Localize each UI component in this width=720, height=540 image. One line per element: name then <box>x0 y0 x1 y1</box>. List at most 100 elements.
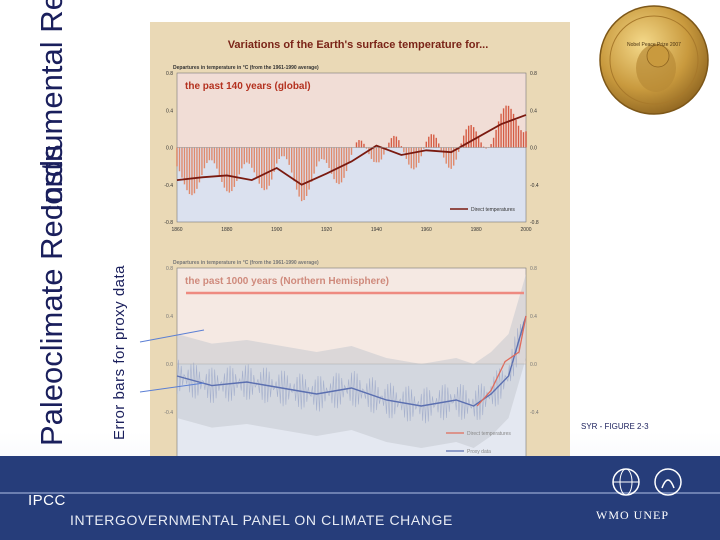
y-tick-label: 0.0 <box>530 362 537 368</box>
chart-warm-zone <box>177 73 526 148</box>
temperature-bar <box>191 147 193 196</box>
temperature-bar <box>465 129 467 148</box>
temperature-bar <box>415 147 418 168</box>
x-tick-label: 1960 <box>421 227 432 233</box>
temperature-bar <box>395 136 398 148</box>
temperature-bar <box>440 147 442 151</box>
temperature-bar <box>482 146 485 148</box>
temperature-bar <box>525 131 527 148</box>
temperature-bar <box>298 147 300 197</box>
x-tick-label: 1880 <box>221 227 232 233</box>
chart-title: the past 140 years (global) <box>185 81 311 92</box>
proxy-annual-line <box>176 319 527 424</box>
temperature-bar <box>343 147 345 178</box>
temperature-bar <box>448 147 450 168</box>
y-tick-label: 0.8 <box>530 71 537 77</box>
temperature-bar <box>515 119 517 148</box>
direct-temperature-line <box>476 315 527 407</box>
temperature-bar <box>330 147 333 174</box>
y-tick-label: -0.8 <box>530 220 539 226</box>
temperature-bar <box>430 134 432 148</box>
temperature-bar <box>251 147 253 168</box>
temperature-bar <box>238 147 241 175</box>
temperature-bar <box>413 147 415 170</box>
temperature-bar <box>293 147 295 182</box>
temperature-bar <box>393 135 395 148</box>
error-bar-pointer <box>139 329 205 343</box>
y-tick-label: -0.4 <box>164 183 173 189</box>
figure-title: Variations of the Earth's surface temper… <box>228 39 489 51</box>
x-tick-label: 1900 <box>271 227 282 233</box>
legend-label-direct: Direct temperatures <box>467 431 511 437</box>
temperature-bar <box>258 147 260 184</box>
temperature-bar <box>365 147 368 149</box>
temperature-bar <box>492 137 495 148</box>
temperature-bar <box>333 147 335 180</box>
temperature-bar <box>510 108 512 148</box>
temperature-bar <box>390 138 393 148</box>
temperature-bar <box>398 140 400 148</box>
temperature-bar <box>221 147 223 182</box>
temperature-bar <box>375 147 378 163</box>
temperature-bar <box>355 142 358 148</box>
temperature-bar <box>338 147 340 185</box>
temperature-bar <box>480 142 482 148</box>
temperature-bar <box>228 147 231 193</box>
temperature-bar <box>383 147 385 155</box>
y-tick-label: 0.0 <box>166 362 173 368</box>
temperature-bar <box>290 147 293 173</box>
temperature-bar <box>206 147 208 164</box>
temperature-bar <box>218 147 221 176</box>
footer-band <box>0 456 720 540</box>
temperature-bar <box>273 147 275 172</box>
temperature-bar <box>373 147 375 162</box>
temperature-bar <box>497 121 500 148</box>
temperature-bar <box>380 147 383 160</box>
temperature-bar <box>457 147 460 152</box>
x-tick-label: 2000 <box>520 227 531 233</box>
temperature-bar <box>433 134 435 148</box>
temperature-bar <box>500 113 502 148</box>
legend-label-direct: Direct temperatures <box>471 207 515 213</box>
temperature-bar <box>450 147 452 169</box>
temperature-bar <box>181 147 183 178</box>
y-axis-label: Departures in temperature in °C (from th… <box>173 65 319 71</box>
temperature-bar <box>358 140 360 148</box>
temperature-bar <box>183 147 186 185</box>
temperature-bar <box>475 131 477 148</box>
figure-id: SYR - FIGURE 2-3 <box>581 422 649 431</box>
temperature-bar <box>472 127 475 148</box>
temperature-bar <box>213 147 216 164</box>
chart-title: the past 1000 years (Northern Hemisphere… <box>185 276 389 287</box>
temperature-bar <box>320 147 323 160</box>
temperature-bar <box>350 147 353 155</box>
x-tick-label: 1940 <box>371 227 382 233</box>
temperature-bar <box>385 147 388 149</box>
temperature-bar <box>281 147 283 157</box>
temperature-bar <box>490 144 492 148</box>
temperature-bar <box>328 147 330 168</box>
temperature-bar <box>241 147 243 169</box>
temperature-bar <box>310 147 313 182</box>
temperature-bar <box>388 142 390 148</box>
legend-label-proxy: Proxy data <box>467 449 491 455</box>
temperature-bar <box>495 129 497 148</box>
temperature-bar <box>295 147 298 190</box>
temperature-bar <box>335 147 338 183</box>
y-tick-label: 0.4 <box>166 108 173 114</box>
temperature-bar <box>345 147 348 172</box>
temperature-bar <box>236 147 238 182</box>
temperature-bar <box>208 147 211 161</box>
temperature-bar <box>325 147 328 163</box>
temperature-bar <box>522 132 525 148</box>
temperature-bar <box>502 108 505 148</box>
temperature-bar <box>186 147 188 191</box>
temperature-bar <box>435 137 437 148</box>
temperature-bar <box>462 135 465 148</box>
temperature-bar <box>176 147 178 167</box>
temperature-bar <box>517 125 520 148</box>
temperature-bar <box>410 147 413 169</box>
partner-orgs: WMO UNEP <box>596 508 669 522</box>
